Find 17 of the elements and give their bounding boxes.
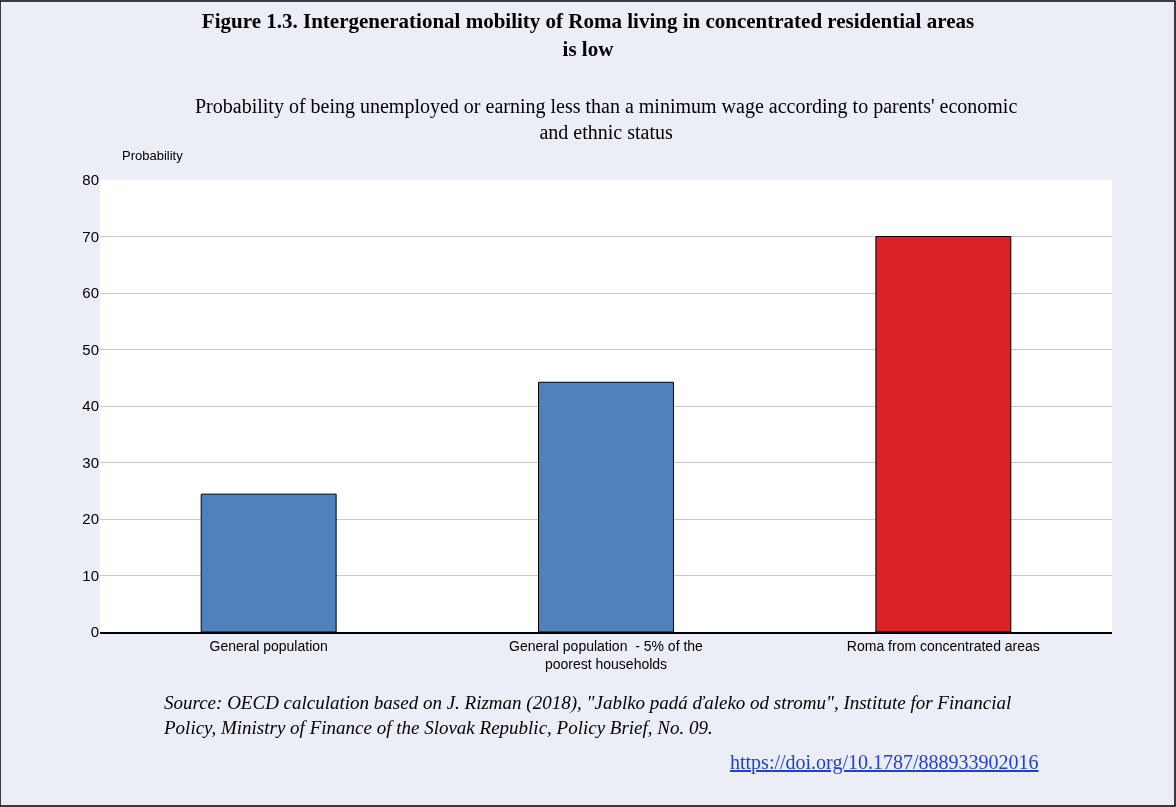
source-note: Source: OECD calculation based on J. Rizman (2018), "Jablko padá ďaleko od stromu", Institute for Financial Policy, Ministry of Finance of the Slovak Republic, Policy Brief, No. 09. bbox=[163, 692, 1012, 738]
y-tick-label: 30 bbox=[82, 453, 99, 471]
y-axis-title: Probability bbox=[122, 148, 184, 163]
y-tick-label: 20 bbox=[82, 510, 99, 528]
chart-title: Figure 1.3. Intergenerational mobility of Roma living in concentrated residential areas is low bbox=[201, 9, 975, 61]
y-tick-label: 40 bbox=[82, 397, 99, 415]
y-tick-label: 60 bbox=[82, 284, 99, 302]
x-tick-label: Roma from concentrated areas bbox=[846, 637, 1040, 654]
y-tick-label: 70 bbox=[82, 227, 99, 245]
x-tick-label: General population bbox=[209, 637, 328, 654]
y-tick-label: 50 bbox=[82, 340, 99, 358]
chart-subtitle: Probability of being unemployed or earning less than a minimum wage according to parents' economic and ethnic status bbox=[195, 95, 1018, 143]
y-tick-label: 0 bbox=[90, 623, 99, 641]
text: https://doi.org/10.1787/888933902016 bbox=[730, 751, 1039, 774]
y-tick-label: 10 bbox=[82, 566, 99, 584]
y-tick-label: 80 bbox=[82, 171, 99, 189]
x-tick-label: General population - 5% of the poorest households bbox=[509, 637, 704, 672]
